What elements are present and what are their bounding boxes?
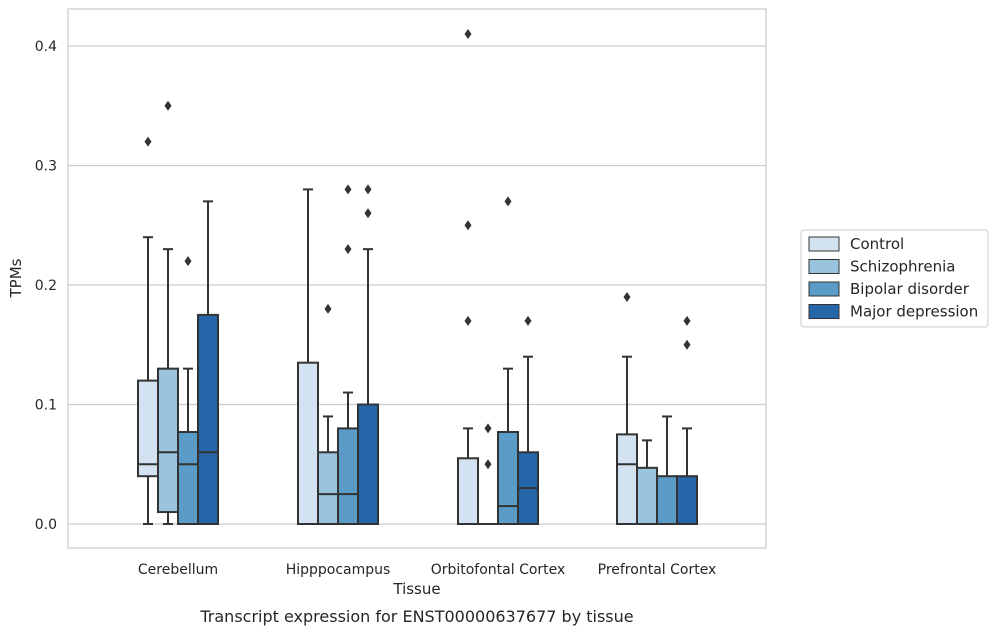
box-0-0 [137,136,159,525]
outlier-point [524,315,532,326]
box-body [317,451,339,525]
box-0-3 [197,200,219,525]
outlier-point [144,136,152,147]
x-tick-label: Orbitofontal Cortex [431,562,566,578]
outlier-point [344,184,352,195]
x-axis-title: Tissue [392,580,440,598]
outlier-point [464,315,472,326]
legend: Control Schizophrenia Bipolar disorder Majo… [800,229,989,328]
box-body [676,475,698,526]
outlier-point [484,423,492,434]
box-2-0 [457,29,479,525]
outlier-point [683,339,691,350]
box-body [297,361,319,525]
outlier-point [683,315,691,326]
box-body [656,475,678,526]
legend-swatch [808,281,840,297]
legend-item: Schizophrenia [808,258,955,276]
outlier-point [364,208,372,219]
outlier-point [464,220,472,231]
outlier-point [484,459,492,470]
legend-item: Major depression [808,303,978,321]
outlier-point [464,29,472,40]
outlier-point [623,291,631,302]
box-1-0 [297,188,319,525]
legend-swatch [808,259,840,274]
y-tick-labels: 0.0 0.1 0.2 0.3 0.4 [35,39,57,533]
box-body [157,367,179,514]
box-0-2 [177,256,199,525]
box-1-1 [317,303,339,525]
x-tick-label: Cerebellum [138,562,218,578]
outlier-point [344,244,352,255]
box-body [177,430,199,525]
box-3-2 [656,415,678,526]
outlier-point [324,303,332,314]
box-3-1 [636,439,658,525]
x-tick-label: Prefrontal Cortex [598,562,717,578]
outlier-point [164,100,172,111]
box-1-2 [337,184,359,525]
box-body [137,379,159,478]
legend-label: Schizophrenia [850,258,955,276]
outlier-point [184,256,192,267]
y-axis-title: TPMs [7,258,25,298]
box-2-1 [477,423,499,526]
y-tick-label: 0.0 [35,517,57,533]
box-3-3 [676,315,698,526]
legend-swatch [808,236,840,252]
box-body [197,313,219,525]
legend-label: Major depression [850,303,978,321]
y-tick-label: 0.2 [35,278,57,294]
legend-label: Bipolar disorder [850,280,970,298]
box-body [497,430,519,525]
box-body [337,427,359,525]
outlier-point [364,184,372,195]
y-tick-label: 0.1 [35,398,57,414]
plot-frame [67,8,767,549]
legend-frame [800,229,989,328]
legend-swatch [808,304,840,319]
box-1-3 [357,184,379,525]
box-2-2 [497,196,519,525]
box-body [357,403,379,525]
x-tick-label: Hipppocampus [286,562,391,578]
box-3-0 [616,291,638,525]
chart-caption: Transcript expression for ENST0000063767… [199,607,633,626]
box-0-1 [157,100,179,525]
box-body [636,466,658,525]
boxes [137,29,698,526]
outlier-point [504,196,512,207]
legend-label: Control [850,235,904,253]
y-tick-label: 0.3 [35,159,57,175]
box-body [616,433,638,525]
box-2-3 [517,315,539,525]
y-tick-label: 0.4 [35,39,57,55]
legend-item: Control [808,235,904,253]
box-body [457,457,479,525]
legend-item: Bipolar disorder [808,280,970,298]
x-tick-labels: Cerebellum Hipppocampus Orbitofontal Corte… [138,562,716,578]
